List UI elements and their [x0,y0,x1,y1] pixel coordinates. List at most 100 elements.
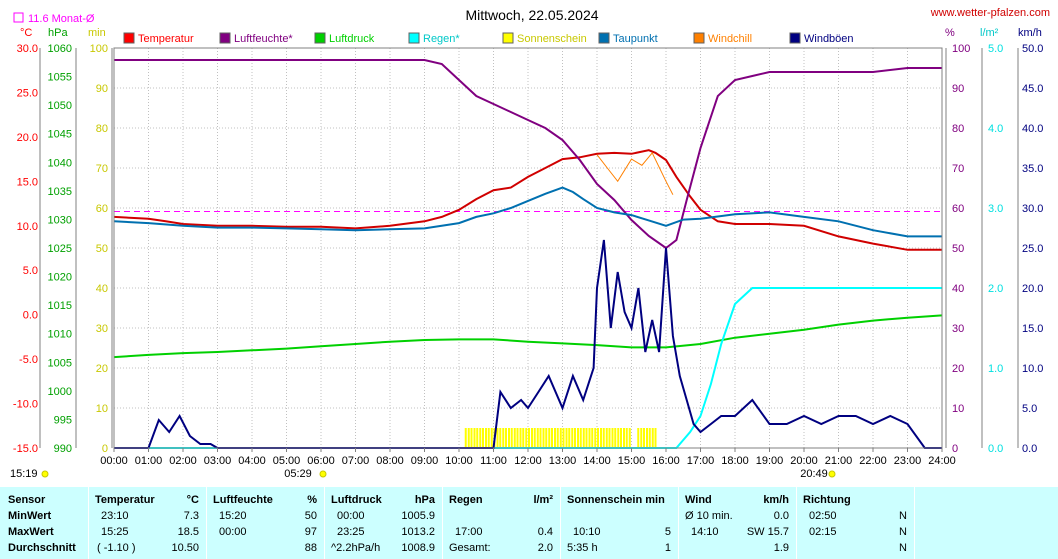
sunshine-bar [605,428,608,448]
tick-sunshine: 40 [96,283,108,295]
tick-humidity: 100 [952,43,970,55]
legend-swatch [693,32,705,44]
x-tick-label: 08:00 [376,455,404,467]
sunshine-bar [640,428,643,448]
weather-chart: 30.0 25.0 20.0 15.0 10.0 5.0 0.0 -5.0 -10.0 -15.0… [10,7,1050,480]
sunshine-bar [548,428,551,448]
tick-humidity: 80 [952,123,964,135]
tick-rain: 5.0 [988,43,1003,55]
col-empty [914,487,1058,559]
sunshine-bar [559,428,562,448]
tick-humidity: 60 [952,203,964,215]
col-sunshine: Sonnenschein min 10:10 5 5:35 h 1 [560,487,679,559]
tick-rain: 1.0 [988,363,1003,375]
sunshine-bar [508,428,510,448]
sunshine-bar [496,428,499,448]
chart-legend: Temperatur Luftfeuchte* Luftdruck Regen* Son… [123,32,854,45]
tick-pressure: 1045 [48,129,72,141]
tick-pressure: 1000 [48,386,72,398]
legend-label: Windböen [804,33,854,45]
row-label-avg: Durchschnitt [8,542,76,554]
x-tick-label: 00:00 [100,455,128,467]
sunshine-bar [608,428,611,448]
sun-max-time: 10:10 [573,526,601,538]
rain-avg: 2.0 [537,542,553,554]
x-tick-label: 14:00 [583,455,611,467]
tick-sunshine: 0 [102,443,108,455]
hum-avg: 88 [304,542,317,554]
wind-max-time: 14:10 [691,526,719,538]
axis-unit-wind: km/h [1018,27,1042,39]
tick-pressure: 1020 [48,272,72,284]
month-avg-icon [13,12,24,23]
col-wind: Wind km/h Ø 10 min. 0.0 14:10 SW 15.7 1.… [678,487,797,559]
rain-max: 0.4 [537,526,553,538]
sunshine-bar [556,428,559,448]
sunset-icon [828,470,836,478]
wind-header: Wind [685,494,712,506]
hum-unit: % [307,494,317,506]
tick-pressure: 1035 [48,186,72,198]
sunshine-bar [499,428,502,448]
temp-min: 7.3 [183,510,199,522]
legend-swatch [502,32,514,44]
sunshine-bar [600,428,602,448]
sunshine-bar [545,428,548,448]
sun-header: Sonnenschein min [567,494,665,506]
tick-wind: 50.0 [1022,43,1043,55]
sunshine-bar [510,428,513,448]
tick-humidity: 30 [952,323,964,335]
press-header: Luftdruck [331,494,382,506]
sunshine-bar [551,428,553,448]
legend-label: Temperatur [138,33,194,45]
tick-wind: 45.0 [1022,83,1043,95]
tick-sunshine: 80 [96,123,108,135]
press-max: 1013.2 [401,526,435,538]
legend-label: Regen* [423,33,460,45]
rain-max-time: 17:00 [455,526,483,538]
sunshine-bar [623,428,625,448]
legend-swatch [408,32,420,44]
sunshine-bar [470,428,473,448]
sunset-label: 20:49 [800,468,828,480]
sunshine-bar [536,428,539,448]
sunshine-bar [522,428,525,448]
tick-pressure: 1025 [48,243,72,255]
sunshine-bar [582,428,585,448]
source-link[interactable]: www.wetter-pfalzen.com [930,7,1050,19]
col-pressure: Luftdruck hPa 00:00 1005.9 23:25 1013.2 … [324,487,443,559]
sunshine-bar [568,428,571,448]
x-tick-label: 15:00 [618,455,646,467]
tick-pressure: 1040 [48,157,72,169]
tick-humidity: 70 [952,163,964,175]
legend-label: Taupunkt [613,33,658,45]
sunshine-bar [476,428,479,448]
sunshine-bar [531,428,533,448]
x-tick-label: 24:00 [928,455,956,467]
x-tick-label: 21:00 [825,455,853,467]
press-min: 1005.9 [401,510,435,522]
sunshine-bar [628,428,631,448]
tick-sunshine: 70 [96,163,108,175]
sunshine-bar [591,428,594,448]
x-tick-label: 01:00 [135,455,163,467]
legend-label: Windchill [708,33,752,45]
sunshine-bar [574,428,576,448]
sunshine-bar [588,428,591,448]
temp-max: 18.5 [177,526,199,538]
tick-pressure: 1050 [48,100,72,112]
x-tick-label: 06:00 [307,455,335,467]
tick-temp: 30.0 [17,43,38,55]
tick-wind: 5.0 [1022,403,1037,415]
hum-min: 50 [304,510,317,522]
col-temperature: Temperatur °C 23:10 7.3 15:25 18.5 ( -1.… [88,487,207,559]
temp-avg: 10.50 [171,542,199,554]
series-line-luftfeuchte [114,59,942,250]
axis-unit-temp: °C [20,27,32,39]
sunshine-bar [539,428,542,448]
tick-pressure: 1005 [48,357,72,369]
sunshine-bar [617,428,620,448]
sunshine-bar [542,428,545,448]
sunshine-bar [579,428,582,448]
tick-temp: 25.0 [17,87,38,99]
